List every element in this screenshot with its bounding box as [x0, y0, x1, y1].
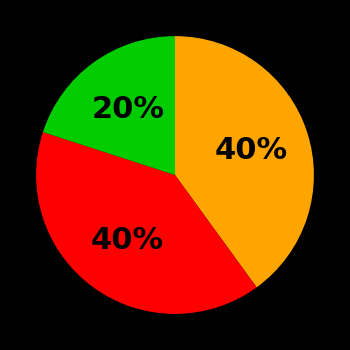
Text: 40%: 40% [91, 226, 164, 255]
Wedge shape [175, 36, 314, 287]
Text: 40%: 40% [215, 135, 288, 164]
Wedge shape [36, 132, 257, 314]
Wedge shape [43, 36, 175, 175]
Text: 20%: 20% [91, 95, 164, 124]
